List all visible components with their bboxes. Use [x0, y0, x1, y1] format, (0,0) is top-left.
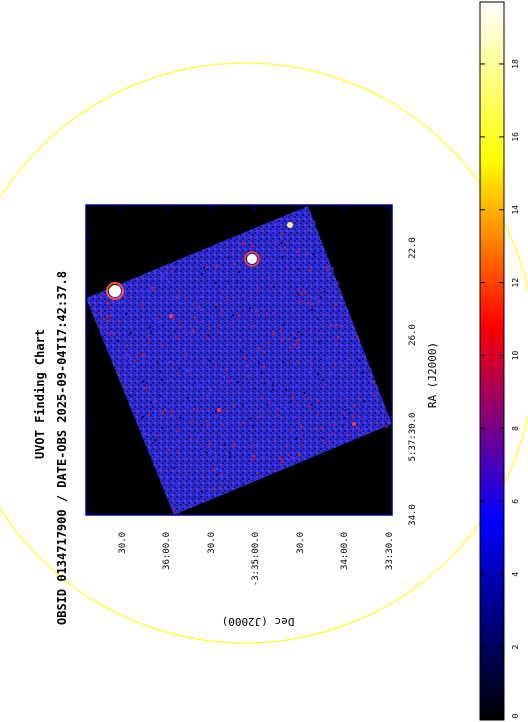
finding-chart-image [85, 204, 393, 516]
dec-tick-labels: 30.0 36:00.0 30.0 -3:35:00.0 30.0 34:00.… [118, 532, 395, 586]
dec-tick-label: 36:00.0 [162, 532, 172, 570]
dec-tick-label: 30.0 [207, 532, 217, 554]
dec-tick-label: 34:00.0 [340, 532, 350, 570]
ra-tick-label: 5:37:30.0 [408, 413, 418, 462]
ra-axis-label: RA (J2000) [426, 342, 439, 408]
faint-source [217, 408, 221, 412]
faint-source [169, 314, 173, 318]
colorbar-tick-label: 18 [511, 59, 520, 69]
colorbar-tick-label: 10 [511, 351, 520, 361]
ra-tick-label: 22.0 [408, 237, 418, 259]
chart-title: UVOT Finding Chart [33, 329, 47, 459]
exposure-field [86, 206, 392, 515]
colorbar-tick-label: 14 [511, 205, 520, 215]
ra-tick-labels: 34.0 5:37:30.0 26.0 22.0 [408, 237, 418, 526]
dec-axis-label: Dec (J2000) [222, 615, 295, 628]
dec-tick-label: 33:30.0 [385, 532, 395, 570]
image-frame [85, 204, 393, 516]
dec-tick-label: 30.0 [296, 532, 306, 554]
chart-subtitle: OBSID 0134717900 / DATE-OBS 2025-09-04T1… [55, 271, 69, 625]
ra-tick-label: 34.0 [408, 504, 418, 526]
dec-tick-label: -3:35:00.0 [251, 532, 261, 586]
colorbar-tick-label: 12 [511, 278, 520, 288]
colorbar-tick-label: 6 [511, 499, 520, 504]
colorbar-tick-label: 16 [511, 132, 520, 142]
colorbar-gradient [479, 1, 505, 721]
image-ticks [86, 205, 390, 514]
colorbar-tick-label: 2 [511, 645, 520, 650]
colorbar-tick-label: 0 [511, 713, 520, 718]
colorbar-tick-label: 4 [511, 572, 520, 577]
colorbar: 0 2 4 6 8 10 12 14 16 18 [479, 1, 520, 721]
ra-tick-label: 26.0 [408, 324, 418, 346]
bright-source [109, 285, 121, 297]
colorbar-ticks: 0 2 4 6 8 10 12 14 16 18 [480, 59, 520, 721]
bright-source [247, 254, 257, 264]
colorbar-tick-label: 8 [511, 426, 520, 431]
bright-source [287, 222, 293, 228]
faint-source [352, 422, 356, 426]
fov-circle [0, 62, 528, 644]
dec-tick-label: 30.0 [118, 532, 128, 554]
